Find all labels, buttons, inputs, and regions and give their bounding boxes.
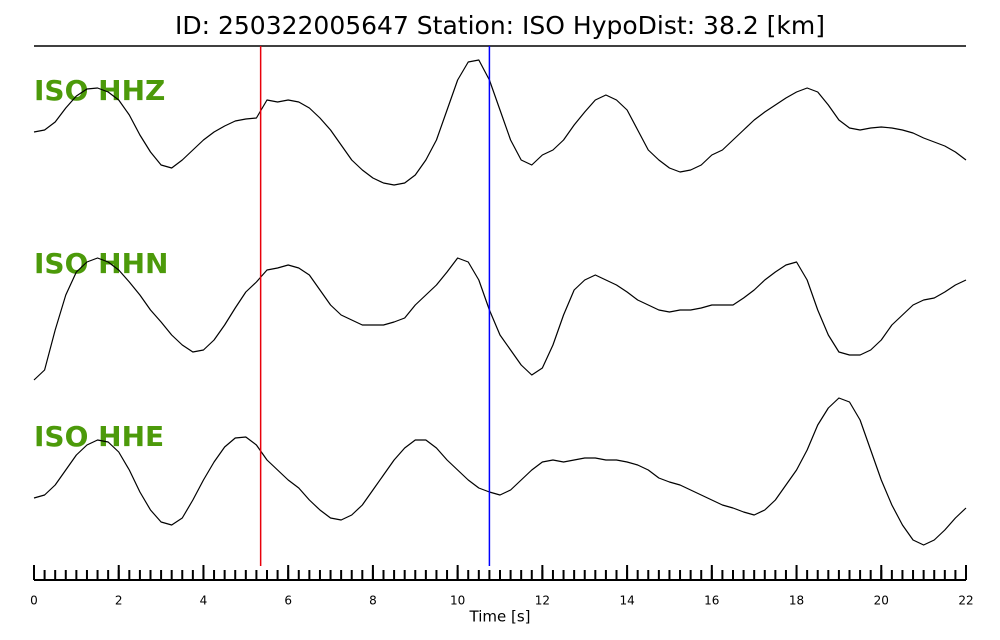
- x-tick-label: 18: [789, 594, 804, 608]
- x-tick-label: 14: [619, 594, 634, 608]
- trace-label: ISO HHZ: [34, 74, 165, 107]
- x-tick-label: 8: [369, 594, 377, 608]
- x-tick-label: 16: [704, 594, 719, 608]
- trace-label: ISO HHN: [34, 247, 168, 280]
- x-tick-label: 12: [535, 594, 550, 608]
- x-tick-label: 20: [874, 594, 889, 608]
- waveform: [33, 257, 967, 381]
- trace-label: ISO HHE: [34, 420, 164, 453]
- waveform: [33, 397, 967, 546]
- chart-title: ID: 250322005647 Station: ISO HypoDist: …: [175, 11, 825, 40]
- x-tick-label: 6: [284, 594, 292, 608]
- x-tick-label: 4: [200, 594, 208, 608]
- waveform: [33, 59, 967, 186]
- x-axis-label: Time [s]: [469, 608, 531, 626]
- x-tick-label: 22: [958, 594, 973, 608]
- x-tick-label: 2: [115, 594, 123, 608]
- x-tick-label: 0: [30, 594, 38, 608]
- x-tick-label: 10: [450, 594, 465, 608]
